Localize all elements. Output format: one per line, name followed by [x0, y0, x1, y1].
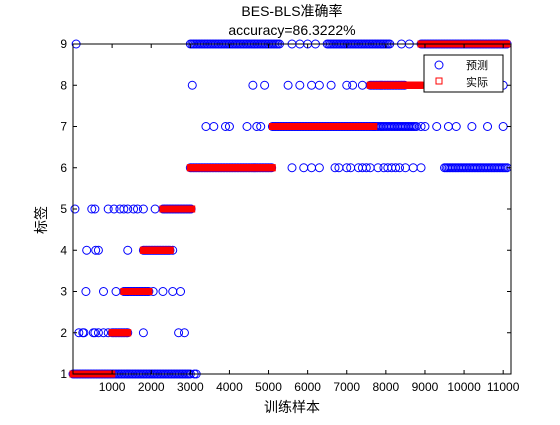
legend-box [423, 54, 504, 93]
predicted-point [248, 80, 258, 90]
x-tick-label: 9000 [412, 380, 439, 394]
x-tick-label: 2000 [138, 380, 165, 394]
predicted-point [283, 80, 293, 90]
predicted-point [330, 163, 340, 173]
predicted-point [123, 204, 133, 214]
axis-layer: 1000 2000 3000 4000 5000 6000 7000 8000 9000 1000… [60, 37, 519, 394]
y-tick-label: 5 [60, 202, 67, 216]
predicted-point [119, 204, 129, 214]
predicted-point [260, 80, 270, 90]
predicted-point [467, 122, 477, 131]
legend-label-actual: 实际 [466, 75, 488, 89]
predicted-point [81, 287, 91, 296]
y-tick-label: 2 [60, 326, 67, 340]
predicted-point [209, 122, 219, 131]
x-tick-label: 6000 [294, 380, 321, 394]
predicted-point [70, 204, 80, 214]
y-tick-label: 7 [60, 120, 67, 134]
legend: 预测 实际 [423, 54, 504, 93]
predicted-point [90, 328, 100, 338]
predicted-point [99, 287, 109, 296]
predicted-point [242, 122, 252, 131]
predicted-point [295, 80, 305, 90]
y-tick-label: 9 [60, 37, 67, 51]
predicted-point [99, 328, 109, 338]
predicted-point [158, 287, 168, 296]
y-tick-label: 8 [60, 78, 67, 92]
x-tick-label: 11000 [487, 380, 520, 394]
predicted-point [150, 204, 160, 214]
predicted-point [420, 122, 430, 131]
predicted-point [483, 122, 493, 131]
predicted-point [93, 328, 103, 338]
predicted-point [93, 245, 103, 255]
predicted-point [138, 204, 148, 214]
y-tick-label: 3 [60, 285, 67, 299]
predicted-point [187, 80, 197, 90]
predicted-point [348, 80, 358, 90]
predicted-point [224, 122, 234, 131]
predicted-point [221, 122, 231, 131]
chart-title: BES-BLS准确率 [241, 3, 342, 19]
predicted-point [357, 80, 367, 90]
x-axis-label: 训练样本 [264, 399, 320, 415]
x-tick-label: 3000 [177, 380, 204, 394]
x-tick-label: 7000 [333, 380, 360, 394]
actual-point [370, 123, 378, 130]
predicted-point [90, 204, 100, 214]
predicted-point [133, 204, 143, 214]
y-axis-label: 标签 [33, 206, 49, 234]
predicted-point [395, 163, 405, 173]
x-tick-label: 5000 [255, 380, 282, 394]
y-tick-label: 6 [60, 161, 67, 175]
predicted-point [342, 163, 352, 173]
points-layer [68, 39, 512, 379]
y-tick-label: 4 [60, 243, 67, 257]
actual-point [124, 329, 132, 337]
predicted-point [138, 328, 148, 338]
predicted-point [123, 245, 133, 255]
predicted-point [103, 204, 113, 214]
predicted-point [373, 163, 383, 173]
predicted-point [391, 163, 401, 173]
actual-point [268, 164, 276, 172]
predicted-point [314, 163, 324, 173]
x-tick-label: 1000 [99, 380, 126, 394]
predicted-point [79, 328, 89, 338]
chart-subtitle: accuracy=86.3222% [228, 22, 355, 38]
predicted-point [287, 163, 297, 173]
predicted-point [82, 245, 92, 255]
predicted-point [432, 122, 442, 131]
predicted-point [342, 80, 352, 90]
predicted-point [252, 122, 262, 131]
x-tick-label: 10000 [447, 380, 481, 394]
predicted-point [174, 328, 184, 338]
predicted-point [326, 80, 336, 90]
legend-label-predicted: 预测 [466, 59, 488, 72]
predicted-point [87, 204, 97, 214]
legend-marker-predicted [434, 60, 444, 70]
y-tick-label: 1 [60, 367, 67, 381]
predicted-point [176, 287, 186, 296]
actual-point [145, 288, 153, 295]
legend-marker-actual [435, 77, 443, 85]
predicted-point [361, 163, 371, 173]
predicted-point [129, 204, 139, 214]
actual-point [188, 205, 196, 213]
predicted-point [256, 122, 266, 131]
predicted-point [109, 204, 119, 214]
predicted-point [111, 287, 121, 296]
predicted-point [451, 122, 461, 131]
x-tick-label: 4000 [216, 380, 243, 394]
actual-point [166, 246, 174, 254]
predicted-point [416, 122, 426, 131]
predicted-point [314, 80, 324, 90]
predicted-point [179, 328, 189, 338]
predicted-point [91, 245, 101, 255]
x-tick-label: 8000 [373, 380, 400, 394]
predicted-point [416, 163, 426, 173]
predicted-point [411, 122, 421, 131]
